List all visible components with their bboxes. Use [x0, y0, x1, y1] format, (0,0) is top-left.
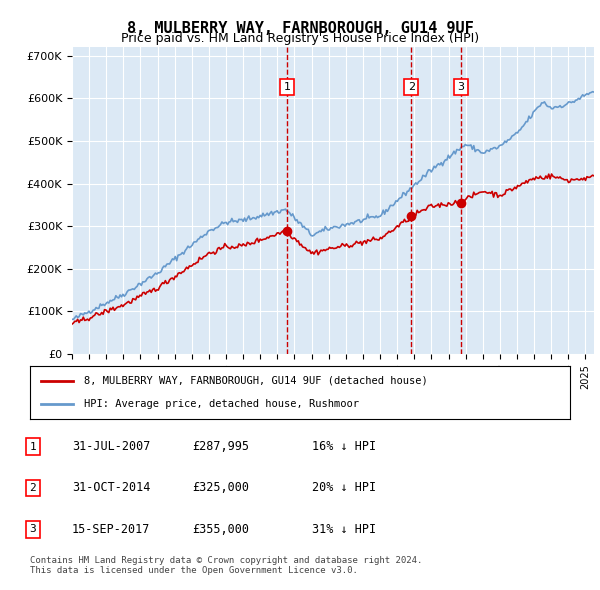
Text: 3: 3 — [457, 82, 464, 92]
Text: £355,000: £355,000 — [192, 523, 249, 536]
Text: HPI: Average price, detached house, Rushmoor: HPI: Average price, detached house, Rush… — [84, 399, 359, 409]
Text: £287,995: £287,995 — [192, 440, 249, 453]
Text: 8, MULBERRY WAY, FARNBOROUGH, GU14 9UF: 8, MULBERRY WAY, FARNBOROUGH, GU14 9UF — [127, 21, 473, 35]
Text: 15-SEP-2017: 15-SEP-2017 — [72, 523, 151, 536]
Text: 31-JUL-2007: 31-JUL-2007 — [72, 440, 151, 453]
Text: 3: 3 — [29, 525, 37, 534]
Text: 2: 2 — [408, 82, 415, 92]
Text: Price paid vs. HM Land Registry's House Price Index (HPI): Price paid vs. HM Land Registry's House … — [121, 32, 479, 45]
Text: Contains HM Land Registry data © Crown copyright and database right 2024.
This d: Contains HM Land Registry data © Crown c… — [30, 556, 422, 575]
Text: 1: 1 — [284, 82, 291, 92]
Text: 8, MULBERRY WAY, FARNBOROUGH, GU14 9UF (detached house): 8, MULBERRY WAY, FARNBOROUGH, GU14 9UF (… — [84, 376, 428, 386]
Text: £325,000: £325,000 — [192, 481, 249, 494]
Text: 20% ↓ HPI: 20% ↓ HPI — [312, 481, 376, 494]
Text: 16% ↓ HPI: 16% ↓ HPI — [312, 440, 376, 453]
Text: 1: 1 — [29, 442, 37, 451]
Text: 31-OCT-2014: 31-OCT-2014 — [72, 481, 151, 494]
Text: 31% ↓ HPI: 31% ↓ HPI — [312, 523, 376, 536]
Text: 2: 2 — [29, 483, 37, 493]
